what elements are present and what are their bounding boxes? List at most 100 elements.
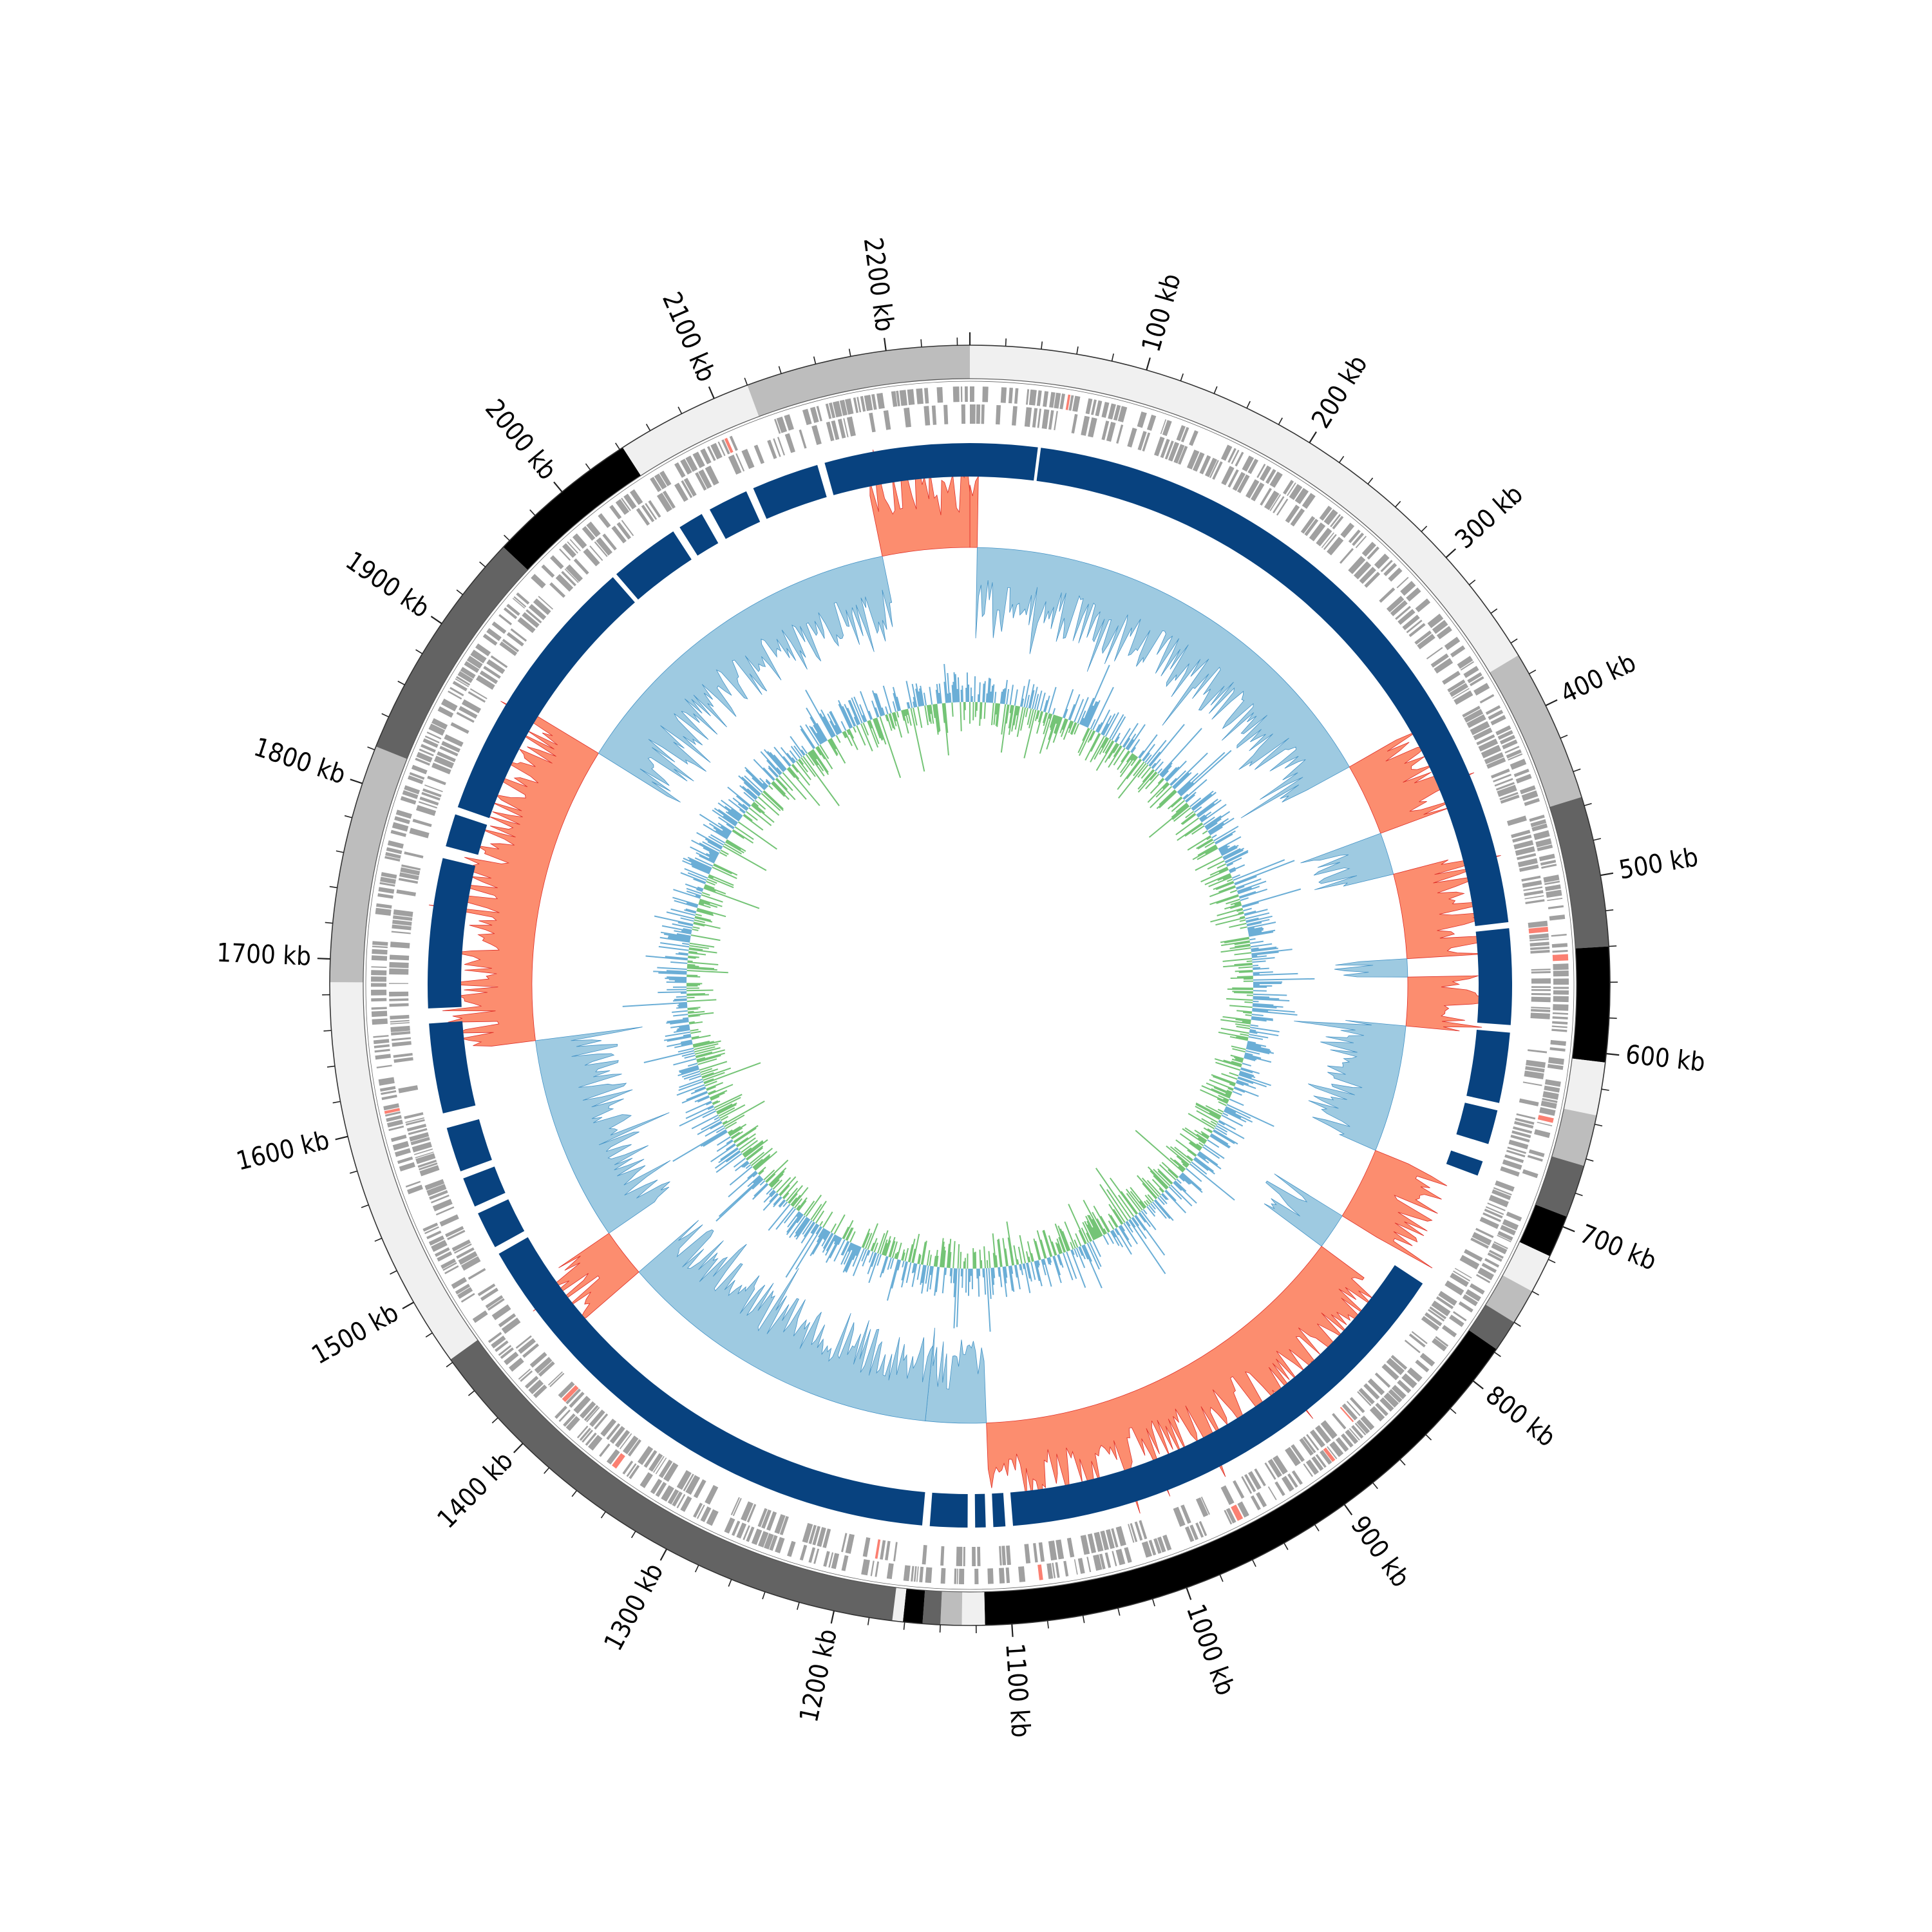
inner-gene-feature	[1285, 504, 1300, 524]
inner-gene-feature	[655, 1457, 667, 1475]
outer-gene-feature	[1115, 1548, 1126, 1566]
inner-gene-feature	[1442, 670, 1461, 685]
outer-gene-feature	[1345, 1429, 1359, 1444]
inner-gene-feature	[487, 1298, 505, 1311]
outer-gene-feature	[1305, 1459, 1320, 1475]
outer-gene-feature	[1491, 1243, 1508, 1255]
outer-gene-feature	[1553, 963, 1569, 971]
tick-label-1400kb: 1400 kb	[431, 1446, 518, 1534]
gc-skew-region-4	[1300, 833, 1394, 890]
major-tick	[1343, 1504, 1353, 1515]
outer-gene-feature	[1530, 819, 1547, 828]
inner-gene-feature	[676, 1470, 692, 1490]
inner-gene-feature	[1137, 431, 1147, 451]
outer-gene-feature	[440, 1258, 457, 1269]
inner-gene-feature	[627, 1439, 641, 1457]
minor-tick	[425, 1332, 433, 1338]
inner-gene-feature	[486, 659, 506, 674]
gc-skew-region-12	[925, 1327, 987, 1424]
outer-gene-feature	[936, 386, 943, 403]
tick-label-700kb: 700 kb	[1576, 1219, 1661, 1276]
gc-content-above-average	[622, 663, 1315, 1332]
outer-gene-feature	[970, 386, 975, 402]
outer-gene-feature	[422, 1222, 439, 1232]
outer-gene-feature	[383, 1103, 399, 1111]
outer-gene-feature	[1303, 1463, 1313, 1477]
inner-gene-feature	[705, 465, 719, 486]
outer-gene-feature	[372, 945, 388, 949]
inner-gene-feature	[1529, 933, 1549, 940]
inner-gene-feature	[1470, 721, 1490, 735]
contig-block-5	[1564, 1058, 1605, 1116]
inner-gene-feature	[392, 1041, 412, 1047]
gc-skew-track	[428, 448, 1501, 1514]
outer-gene-feature	[404, 785, 421, 795]
outer-gene-feature	[1510, 759, 1527, 770]
outer-gene-feature	[1247, 459, 1259, 475]
outer-gene-feature	[1542, 1097, 1558, 1103]
outer-gene-feature	[999, 1567, 1005, 1584]
inner-gene-feature	[1450, 1273, 1469, 1287]
outer-gene-feature	[381, 872, 397, 879]
outer-gene-feature	[1237, 1501, 1249, 1518]
inner-gene-feature	[1513, 1126, 1533, 1134]
inner-gene-feature	[1476, 734, 1495, 746]
inner-gene-feature	[573, 558, 589, 575]
inner-gene-feature	[1511, 1130, 1531, 1139]
outer-gene-feature	[1397, 1379, 1412, 1394]
inner-gene-feature	[812, 1526, 821, 1546]
outer-gene-feature	[386, 1119, 403, 1128]
inner-gene-feature	[502, 639, 520, 652]
outer-gene-feature	[700, 1506, 712, 1522]
outer-gene-feature	[400, 796, 417, 805]
inner-gene-feature	[1431, 1300, 1451, 1317]
outer-gene-feature	[509, 1358, 524, 1372]
inner-gene-feature	[1417, 634, 1435, 650]
minor-tick	[1490, 608, 1498, 614]
inner-gene-feature	[483, 665, 501, 679]
outer-gene-feature	[460, 1293, 475, 1303]
outer-gene-feature	[572, 533, 587, 549]
inner-gene-feature	[389, 954, 410, 961]
minor-tick	[1283, 1542, 1289, 1550]
outer-gene-feature	[1349, 1428, 1360, 1441]
outer-gene-feature	[1551, 943, 1568, 948]
inner-gene-feature	[1227, 469, 1239, 488]
contig-block-8	[1519, 1204, 1567, 1256]
outer-gene-feature	[426, 1230, 442, 1240]
outer-gene-feature	[381, 1094, 397, 1101]
outer-gene-feature	[559, 548, 571, 561]
inner-gene-feature	[656, 493, 672, 513]
outer-gene-feature	[964, 386, 968, 402]
inner-gene-feature	[1320, 1420, 1338, 1439]
inner-gene-feature	[447, 1229, 466, 1240]
inner-gene-feature	[450, 722, 469, 734]
outer-gene-feature	[1063, 1560, 1069, 1577]
inner-gene-feature	[663, 1462, 679, 1482]
outer-gene-feature	[424, 1226, 439, 1235]
outer-gene-feature	[1515, 773, 1532, 784]
inner-gene-feature	[1523, 886, 1543, 891]
inner-gene-feature	[1464, 1249, 1483, 1262]
outer-gene-feature	[460, 667, 476, 679]
outer-gene-feature	[1527, 1155, 1543, 1162]
minor-tick	[374, 1237, 383, 1242]
inner-gene-feature	[549, 1372, 565, 1388]
contig-ring	[329, 345, 1611, 1626]
synteny-block-5	[1456, 1103, 1498, 1144]
outer-gene-feature	[1235, 451, 1244, 467]
outer-gene-feature	[913, 1566, 917, 1582]
outer-gene-feature	[622, 1460, 634, 1475]
inner-gene-feature	[1302, 1436, 1316, 1454]
inner-gene-feature	[943, 404, 949, 424]
inner-gene-feature	[1434, 658, 1454, 674]
tick-label-1200kb: 1200 kb	[794, 1626, 843, 1725]
outer-gene-feature	[1383, 563, 1397, 576]
outer-gene-feature	[692, 451, 705, 468]
minor-tick	[1219, 1574, 1224, 1582]
inner-gene-feature	[1180, 1504, 1191, 1524]
outer-gene-feature	[387, 840, 404, 849]
inner-gene-feature	[981, 404, 985, 424]
outer-gene-feature	[1499, 734, 1516, 744]
inner-gene-feature	[649, 1453, 663, 1472]
